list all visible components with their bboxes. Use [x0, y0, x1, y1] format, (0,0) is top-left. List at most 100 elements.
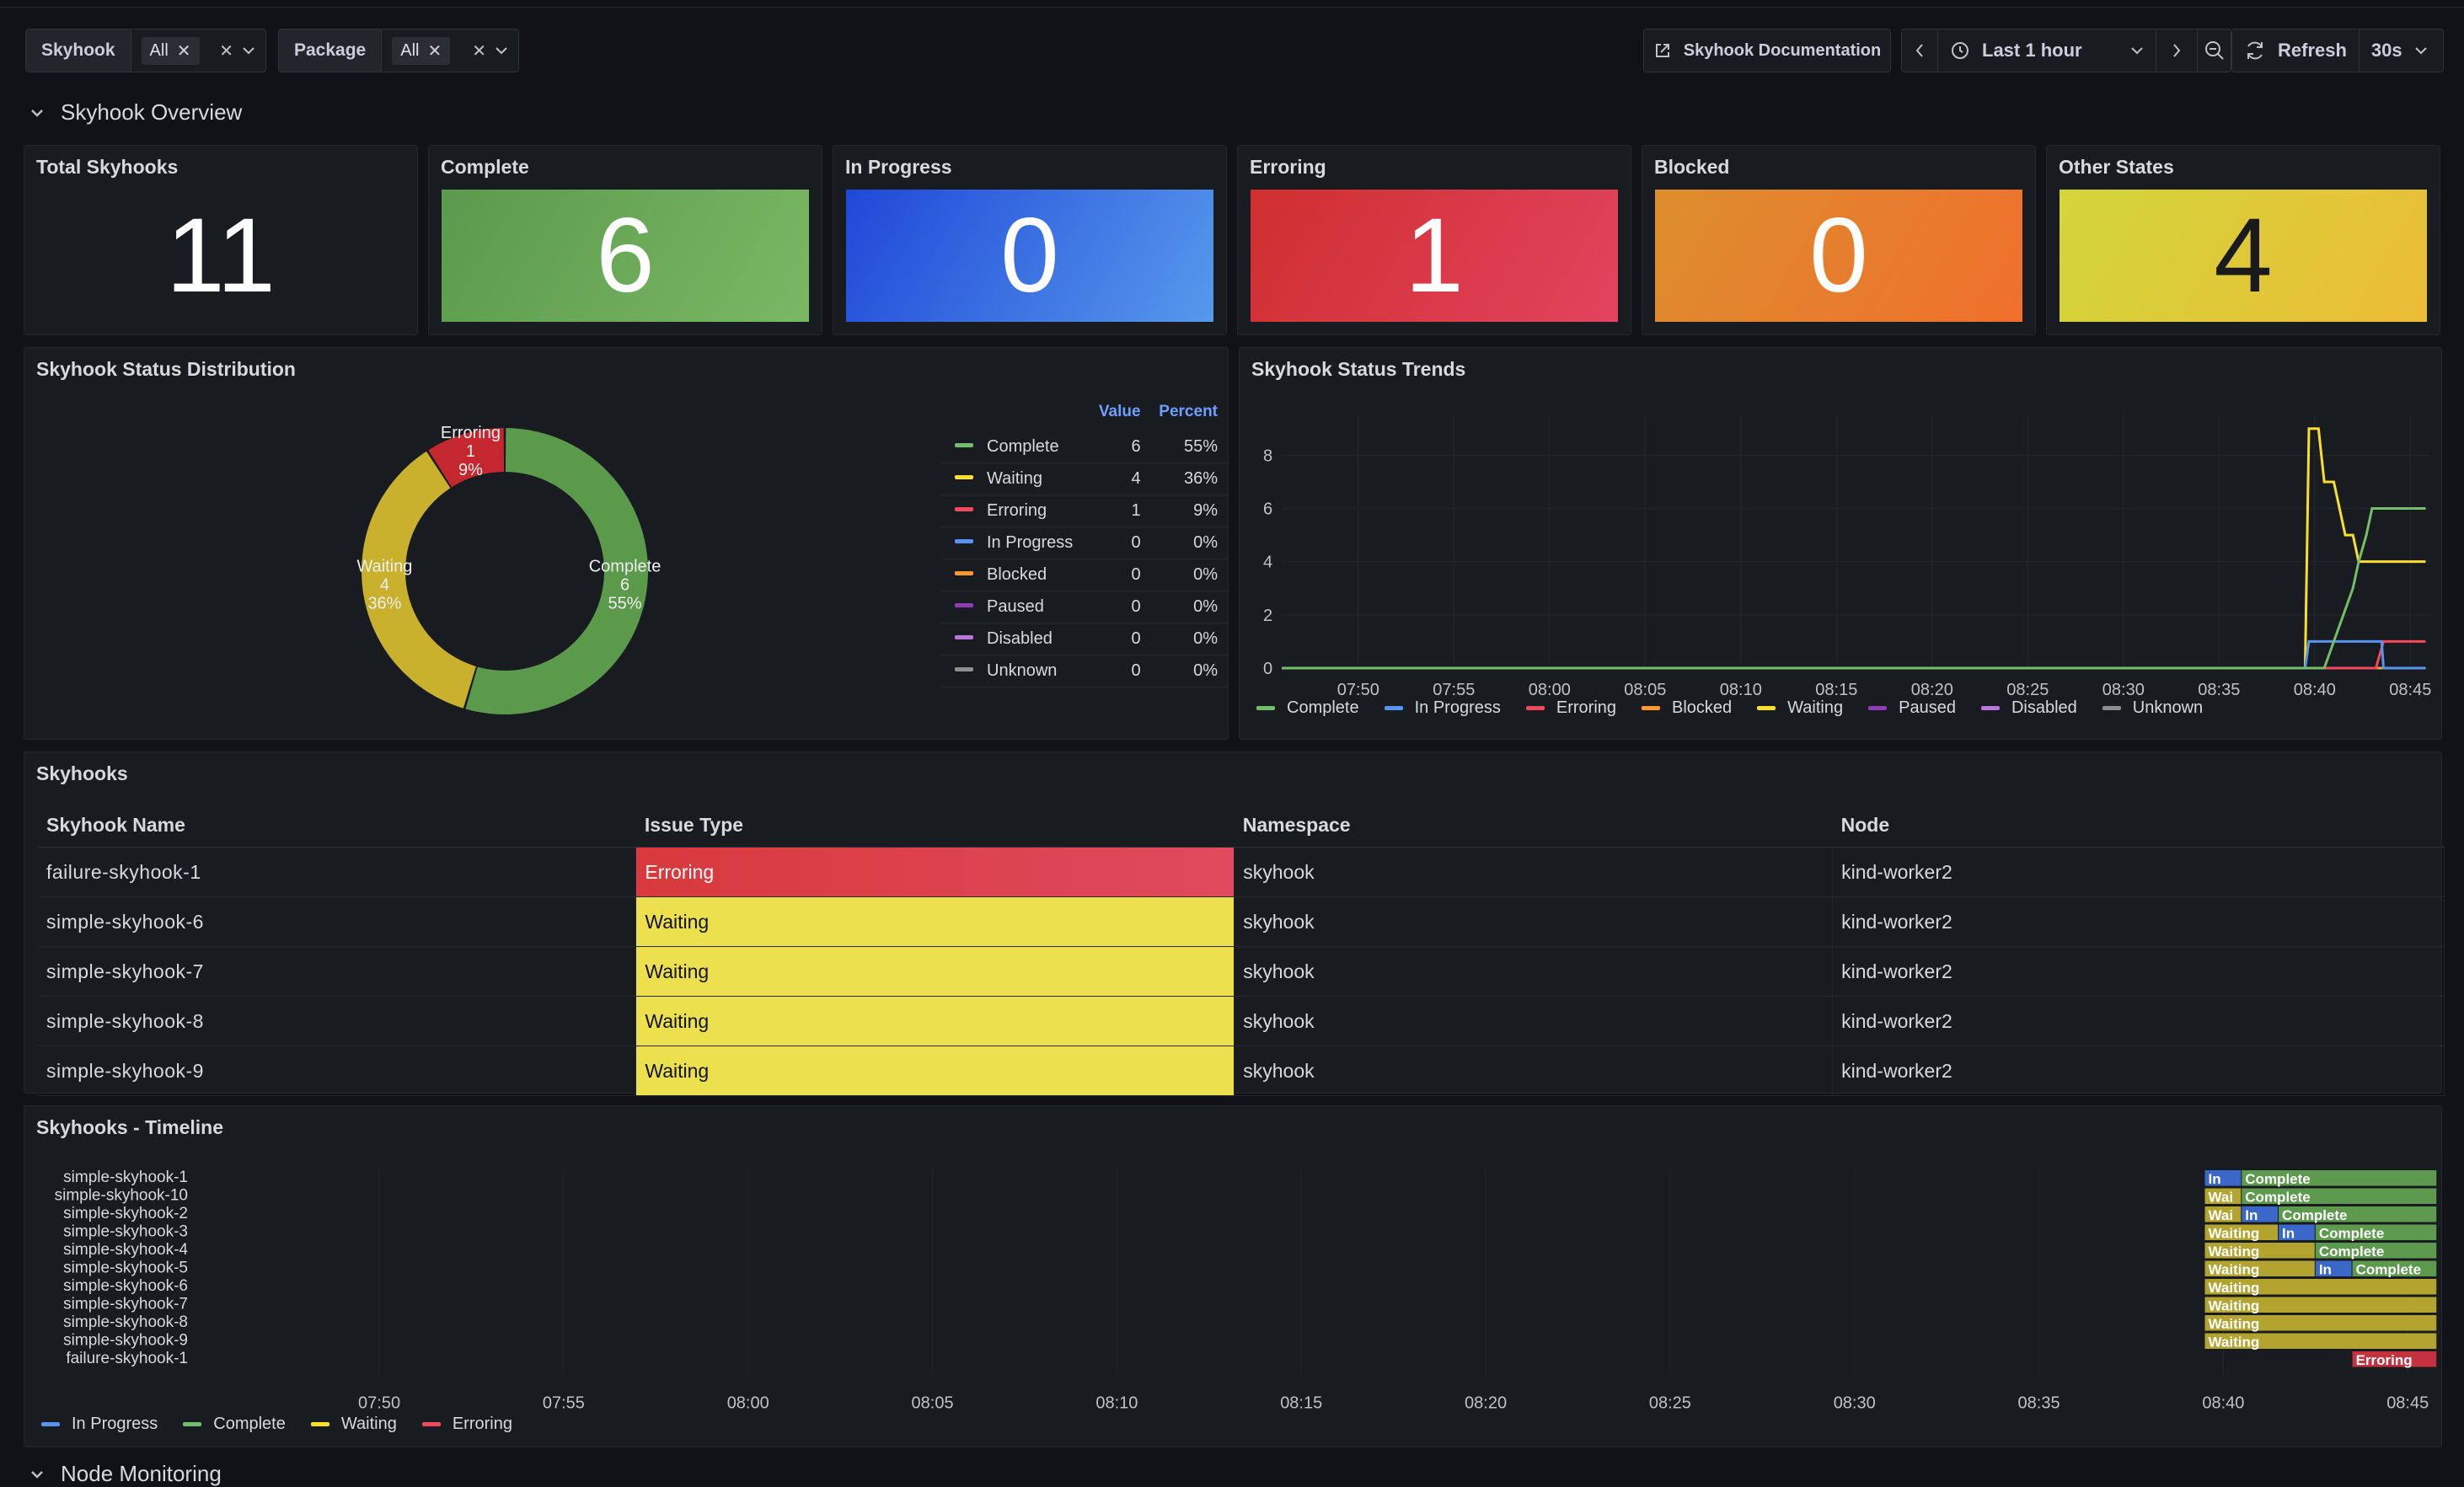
next-section-header[interactable]: Node Monitoring: [30, 1461, 222, 1487]
legend-item-in-progress[interactable]: In Progress: [41, 1415, 158, 1434]
column-header-issue[interactable]: Issue Type: [635, 803, 1235, 848]
legend-item-complete[interactable]: Complete: [183, 1415, 286, 1434]
timeline-segment[interactable]: [2242, 1170, 2437, 1186]
zoom-out-button[interactable]: [2198, 40, 2231, 62]
series-line-in-progress[interactable]: [1282, 639, 2426, 670]
legend-row-erroring[interactable]: Erroring 1 9%: [941, 495, 1228, 527]
timeline-segment[interactable]: [2204, 1206, 2242, 1222]
refresh-button[interactable]: Refresh: [2232, 29, 2360, 72]
timeline-segment[interactable]: [2315, 1260, 2352, 1277]
timeline-segment[interactable]: [2242, 1206, 2279, 1222]
legend-item-erroring[interactable]: Erroring: [1525, 698, 1616, 718]
time-forward-button[interactable]: [2156, 43, 2197, 58]
donut-slice-erroring[interactable]: [428, 428, 505, 488]
refresh-label: Refresh: [2278, 40, 2347, 61]
remove-chip-icon[interactable]: ✕: [176, 41, 191, 61]
table-row[interactable]: simple-skyhook-7 Waiting skyhook kind-worke…: [38, 946, 2445, 997]
section-header[interactable]: Skyhook Overview: [30, 99, 242, 126]
timeline-segment[interactable]: [2315, 1224, 2437, 1241]
timeline-segment[interactable]: [2204, 1297, 2437, 1313]
table-row[interactable]: simple-skyhook-9 Waiting skyhook kind-worke…: [38, 1046, 2445, 1096]
timeline-segment[interactable]: [2204, 1188, 2242, 1205]
legend-item-disabled[interactable]: Disabled: [1980, 698, 2077, 718]
legend-item-erroring[interactable]: Erroring: [421, 1415, 512, 1434]
legend-label: Blocked: [987, 565, 1047, 584]
x-tick-label: 07:55: [1433, 681, 1475, 699]
legend-row-paused[interactable]: Paused 0 0%: [941, 591, 1228, 623]
cell-skyhook-name: simple-skyhook-6: [38, 896, 637, 947]
time-range-picker[interactable]: Last 1 hour: [1938, 40, 2156, 62]
timeline-segment[interactable]: [2204, 1315, 2437, 1331]
donut-slice-complete[interactable]: [465, 428, 649, 714]
legend-item-in-progress[interactable]: In Progress: [1384, 698, 1501, 718]
refresh-interval-picker[interactable]: 30s: [2360, 40, 2440, 62]
legend-row-unknown[interactable]: Unknown 0 0%: [941, 655, 1228, 687]
panel-title: Complete: [441, 156, 529, 178]
legend-name: Unknown: [941, 655, 1091, 687]
legend-row-complete[interactable]: Complete 6 55%: [941, 431, 1228, 463]
chevron-down-icon[interactable]: [242, 46, 255, 55]
legend-item-paused[interactable]: Paused: [1868, 698, 1956, 718]
table-row[interactable]: failure-skyhook-1 Erroring skyhook kind-wor…: [38, 847, 2445, 897]
column-header-node[interactable]: Node: [1832, 803, 2445, 848]
stat-panel-other: Other States 4: [2046, 145, 2440, 335]
chevron-down-icon[interactable]: [495, 46, 508, 55]
top-border: [0, 7, 2464, 8]
collapse-chevron-icon[interactable]: [30, 109, 44, 117]
timeline-segment[interactable]: [2242, 1188, 2437, 1205]
stat-panel-in-progress: In Progress 0: [833, 145, 1227, 335]
timeline-segment[interactable]: [2204, 1333, 2437, 1350]
panel-title: Blocked: [1654, 156, 1730, 178]
collapse-chevron-icon[interactable]: [30, 1470, 44, 1479]
timeline-segment[interactable]: [2315, 1243, 2437, 1259]
legend-item-unknown[interactable]: Unknown: [2102, 698, 2203, 718]
legend-header-value[interactable]: Value: [1098, 403, 1141, 420]
x-tick-label: 08:45: [2386, 1394, 2429, 1413]
clear-icon[interactable]: ✕: [472, 41, 486, 61]
legend-header-percent[interactable]: Percent: [1159, 403, 1218, 420]
table-row[interactable]: simple-skyhook-8 Waiting skyhook kind-worke…: [38, 996, 2445, 1046]
timeline-segment[interactable]: [2204, 1279, 2437, 1295]
chevron-down-icon: [2414, 47, 2427, 55]
legend-percent: 0%: [1150, 559, 1228, 591]
x-tick-label: 08:45: [2389, 681, 2431, 699]
skyhook-variable-picker[interactable]: All ✕ ✕: [131, 29, 265, 72]
timeline-segment[interactable]: [2352, 1260, 2437, 1277]
legend-label: Complete: [987, 437, 1059, 456]
timeline-segment[interactable]: [2204, 1243, 2315, 1259]
package-value-chip[interactable]: All ✕: [392, 36, 451, 65]
remove-chip-icon[interactable]: ✕: [427, 41, 442, 61]
legend-item-blocked[interactable]: Blocked: [1642, 698, 1732, 718]
legend-label: Blocked: [1672, 698, 1733, 717]
legend-item-waiting[interactable]: Waiting: [1757, 698, 1843, 718]
legend-row-in-progress[interactable]: In Progress 0 0%: [941, 527, 1228, 559]
series-line-erroring[interactable]: [1282, 639, 2426, 670]
package-variable-picker[interactable]: All ✕ ✕: [382, 29, 518, 72]
timeline-segment[interactable]: [2204, 1260, 2315, 1277]
timeline-segment[interactable]: [2204, 1170, 2242, 1186]
documentation-link-button[interactable]: Skyhook Documentation: [1643, 29, 1891, 72]
table-row[interactable]: simple-skyhook-6 Waiting skyhook kind-worke…: [38, 896, 2445, 947]
legend-item-waiting[interactable]: Waiting: [310, 1415, 397, 1434]
timeline-segment[interactable]: [2279, 1206, 2437, 1222]
clear-icon[interactable]: ✕: [219, 41, 233, 61]
series-line-complete[interactable]: [1282, 507, 2426, 670]
skyhook-variable[interactable]: Skyhook All ✕ ✕: [25, 29, 266, 72]
legend-row-blocked[interactable]: Blocked 0 0%: [941, 559, 1228, 591]
legend-name: Complete: [941, 431, 1091, 463]
timeline-segment[interactable]: [2352, 1351, 2437, 1367]
donut-slice-waiting[interactable]: [362, 451, 476, 709]
timeline-segment-label: Erroring: [2356, 1352, 2413, 1368]
skyhook-value-chip[interactable]: All ✕: [141, 36, 200, 65]
column-header-namespace[interactable]: Namespace: [1234, 803, 1833, 848]
legend-row-disabled[interactable]: Disabled 0 0%: [941, 623, 1228, 655]
timeline-segment[interactable]: [2204, 1224, 2279, 1241]
column-header-name[interactable]: Skyhook Name: [38, 803, 636, 848]
timeline-segment[interactable]: [2279, 1224, 2315, 1241]
time-back-button[interactable]: [1902, 43, 1937, 58]
legend-row-waiting[interactable]: Waiting 4 36%: [941, 463, 1228, 495]
package-variable[interactable]: Package All ✕ ✕: [278, 29, 519, 72]
legend-value: 0: [1090, 591, 1151, 623]
legend-item-complete[interactable]: Complete: [1256, 698, 1359, 718]
series-line-waiting[interactable]: [1282, 427, 2426, 670]
